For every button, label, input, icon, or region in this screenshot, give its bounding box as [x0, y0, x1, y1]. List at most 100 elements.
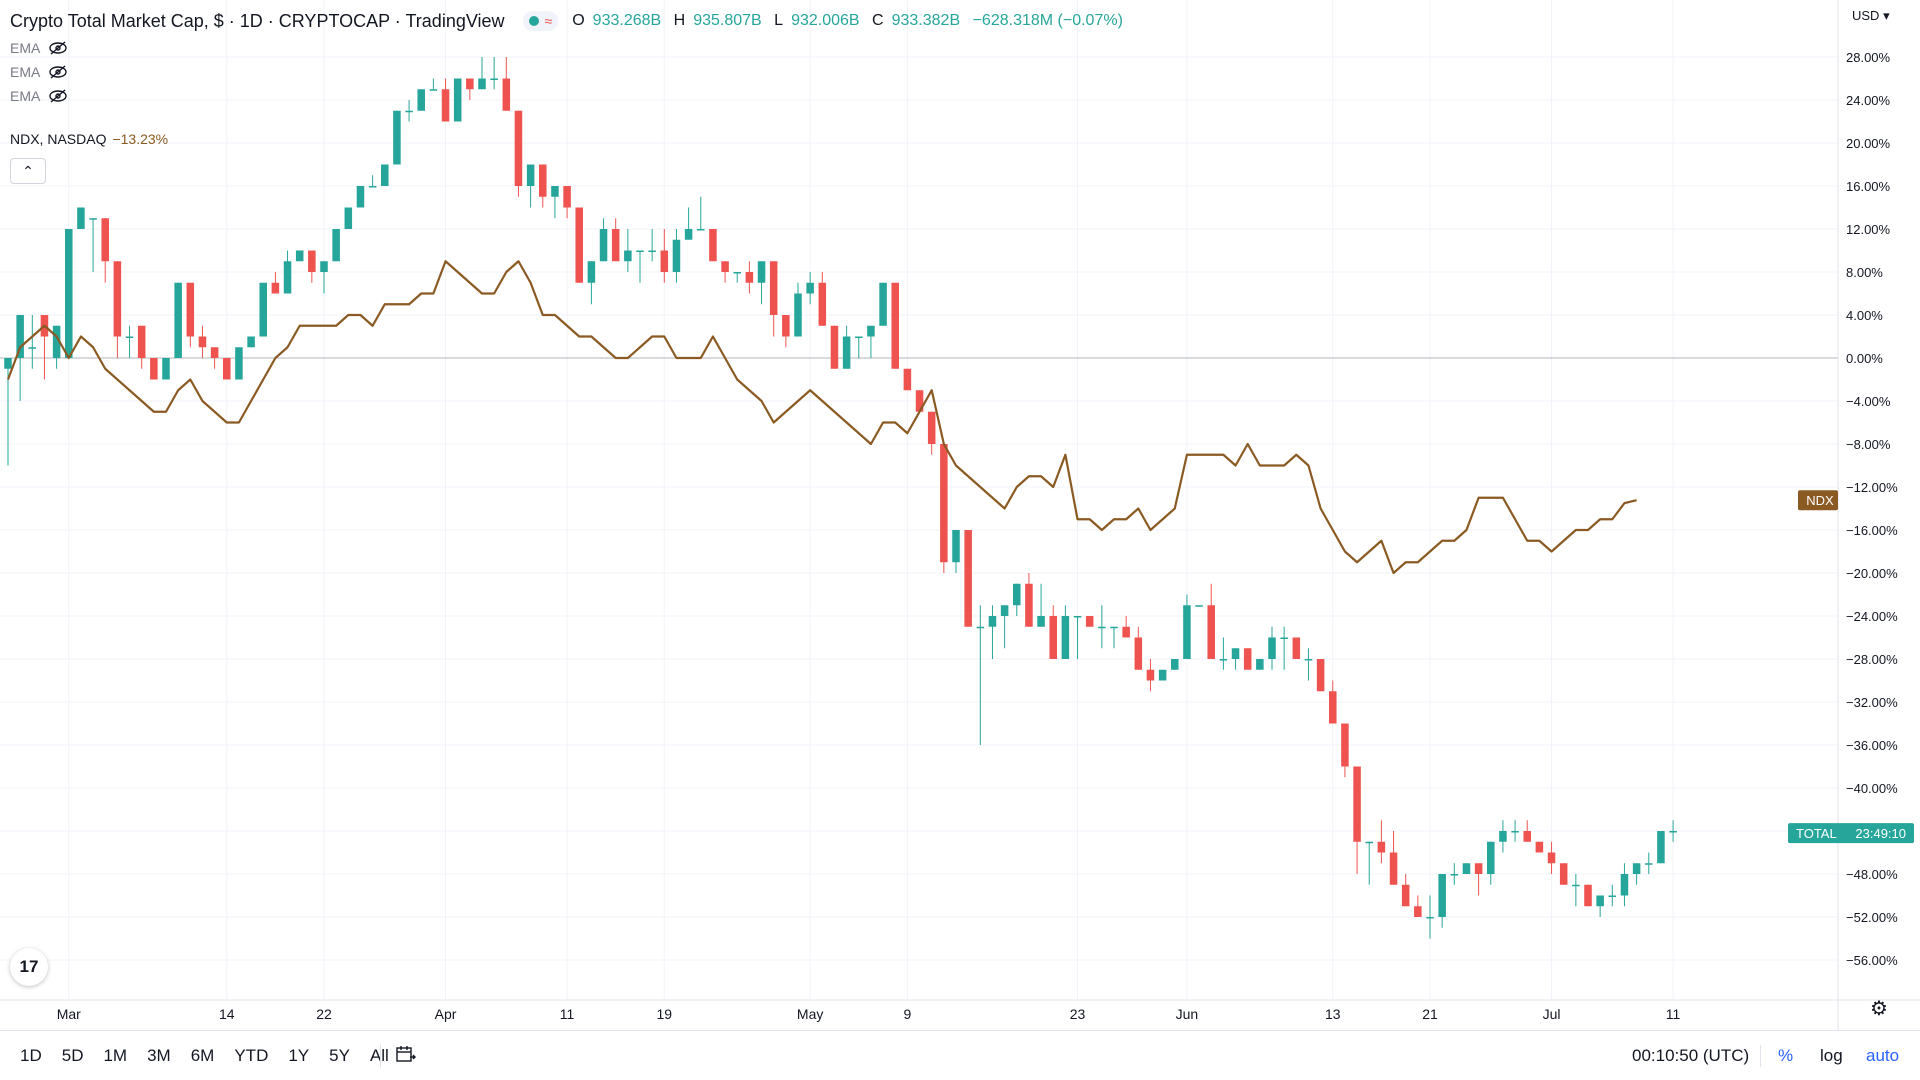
candle-body	[453, 78, 462, 122]
wave-icon: ≈	[544, 13, 553, 29]
candle-body	[1426, 917, 1434, 919]
candle-body	[745, 272, 754, 283]
x-tick-label: Jun	[1176, 1006, 1199, 1022]
chart-canvas[interactable]: 28.00% 24.00% 20.00% 16.00% 12.00% 8.00% 4.00%…	[0, 0, 1920, 1030]
candle-body	[1535, 841, 1544, 853]
y-tick-label: 8.00%	[1846, 265, 1883, 280]
candle-body	[466, 78, 474, 90]
indicator-label: EMA	[10, 64, 41, 80]
candle-body	[417, 89, 425, 111]
indicator-label: EMA	[10, 40, 41, 56]
candle-body	[1134, 637, 1143, 670]
range-5d-button[interactable]: 5D	[61, 1046, 84, 1065]
percent-scale-toggle[interactable]: %	[1778, 1046, 1794, 1065]
candle-body	[733, 272, 741, 274]
range-1y-button[interactable]: 1Y	[288, 1046, 310, 1065]
candle-body	[1316, 659, 1325, 692]
candle-body	[308, 250, 316, 272]
candle-body	[405, 110, 413, 113]
range-ytd-button[interactable]: YTD	[234, 1046, 269, 1065]
candle-body	[964, 530, 972, 627]
y-tick-label: −20.00%	[1846, 566, 1898, 581]
currency-label: USD	[1852, 8, 1880, 23]
candle-body	[867, 325, 875, 337]
y-tick-label: −40.00%	[1846, 781, 1898, 796]
gear-icon[interactable]: ⚙	[1870, 998, 1888, 1020]
range-1m-button[interactable]: 1M	[103, 1046, 128, 1065]
candle-body	[1487, 841, 1495, 874]
auto-scale-toggle[interactable]: auto	[1866, 1046, 1900, 1065]
candle-body	[1110, 626, 1118, 629]
x-tick-label: 21	[1422, 1006, 1438, 1022]
indicator-legend-ema-1[interactable]: EMA	[10, 40, 68, 56]
range-all-button[interactable]: All	[370, 1046, 389, 1066]
close-value: 933.382B	[891, 12, 961, 29]
candle-body	[1511, 831, 1519, 833]
candle-body	[1073, 616, 1082, 618]
candle-body	[940, 444, 948, 563]
utc-clock[interactable]: 00:10:50 (UTC)	[1632, 1046, 1750, 1065]
collapse-legend-button[interactable]: ⌃	[10, 158, 46, 184]
currency-selector[interactable]: USD ▾	[1852, 8, 1890, 24]
candle-body	[1219, 659, 1228, 661]
candle-body	[259, 282, 267, 337]
low-value: 932.006B	[791, 12, 860, 29]
candle-body	[52, 325, 61, 358]
candle-body	[842, 336, 851, 369]
candle-body	[794, 293, 802, 337]
candle-body	[320, 261, 328, 272]
candle-body	[223, 358, 231, 380]
symbol-title[interactable]: Crypto Total Market Cap, $ · 1D · CRYPTO…	[10, 10, 505, 31]
candle-body	[113, 261, 122, 337]
eye-off-icon[interactable]	[48, 41, 68, 55]
eye-off-icon[interactable]	[48, 65, 68, 79]
total-badge-time: 23:49:10	[1855, 826, 1906, 841]
logo-text: 17	[19, 957, 39, 976]
candle-body	[16, 315, 24, 358]
market-status-pill[interactable]: ≈	[522, 11, 559, 31]
candle-body	[162, 358, 170, 380]
y-tick-label: 0.00%	[1846, 351, 1883, 366]
compare-legend[interactable]: NDX, NASDAQ −13.23%	[10, 131, 168, 147]
candle-body	[235, 347, 243, 380]
indicator-legend-ema-3[interactable]: EMA	[10, 88, 68, 104]
candle-body	[1523, 831, 1531, 842]
badge-bg	[1788, 823, 1914, 844]
candle-body	[77, 207, 85, 229]
candle-body	[1499, 831, 1507, 842]
range-1d-button[interactable]: 1D	[20, 1046, 42, 1065]
open-label: O	[572, 12, 585, 29]
candle-body	[660, 250, 669, 272]
ndx-price-badge: NDX	[1798, 490, 1838, 511]
range-3m-button[interactable]: 3M	[147, 1046, 171, 1065]
candle-body	[1037, 616, 1045, 627]
x-tick-label: 13	[1325, 1006, 1341, 1022]
candle-body	[684, 229, 693, 240]
range-5y-button[interactable]: 5Y	[329, 1046, 350, 1065]
candle-body	[1632, 863, 1641, 874]
calendar-goto-icon[interactable]	[396, 1045, 416, 1063]
candle-body	[1353, 766, 1361, 842]
candle-body	[478, 78, 486, 90]
y-tick-label: −16.00%	[1846, 523, 1898, 538]
candle-body	[636, 250, 644, 252]
candle-body	[818, 282, 827, 326]
candle-body	[1584, 884, 1592, 907]
candle-body	[1292, 637, 1301, 659]
x-tick-label: 19	[657, 1006, 673, 1022]
eye-off-icon[interactable]	[48, 89, 68, 103]
candle-body	[186, 282, 195, 337]
candle-body	[1438, 874, 1446, 917]
candle-body	[1013, 583, 1021, 606]
candle-body	[611, 229, 620, 262]
log-scale-toggle[interactable]: log	[1820, 1046, 1843, 1065]
tradingview-logo[interactable]: 17	[10, 948, 48, 986]
candle-body	[1061, 616, 1070, 659]
candle-body	[976, 626, 985, 629]
candle-body	[721, 261, 729, 272]
y-tick-label: 28.00%	[1846, 50, 1891, 65]
candle-body	[1669, 831, 1677, 833]
indicator-legend-ema-2[interactable]: EMA	[10, 64, 68, 80]
range-6m-button[interactable]: 6M	[190, 1046, 215, 1065]
